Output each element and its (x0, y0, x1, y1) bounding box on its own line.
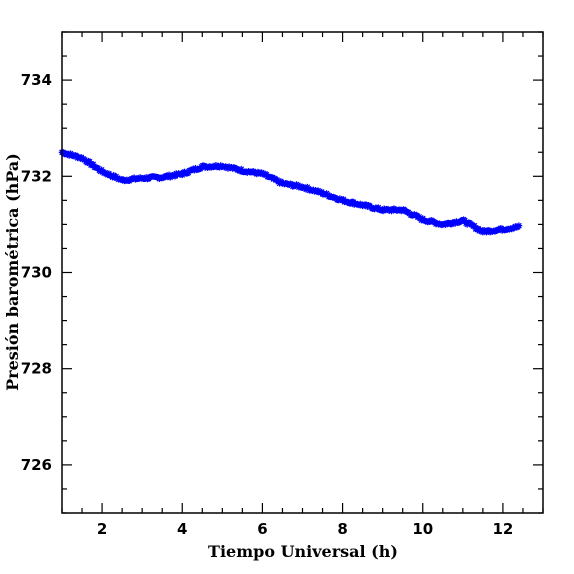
x-tick-label: 6 (257, 520, 267, 538)
y-tick-label: 730 (21, 264, 52, 282)
plot-frame (61, 31, 544, 514)
x-tick-label: 4 (177, 520, 187, 538)
data-markers (58, 149, 523, 236)
x-axis-label: Tiempo Universal (h) (208, 542, 398, 561)
x-tick-label: 2 (97, 520, 107, 538)
x-tick-label: 12 (492, 520, 513, 538)
y-tick-label: 726 (21, 456, 52, 474)
x-tick-labels: 2 4 6 8 10 12 (97, 520, 513, 538)
y-axis-label: Presión barométrica (hPa) (3, 153, 22, 391)
y-tick-label: 734 (21, 71, 52, 89)
axis-ticks (61, 31, 544, 514)
y-tick-label: 732 (21, 167, 52, 185)
y-tick-label: 728 (21, 360, 52, 378)
y-tick-labels: 726 728 730 732 734 (21, 71, 52, 474)
data-point (515, 222, 523, 229)
x-tick-label: 10 (412, 520, 433, 538)
x-tick-label: 8 (337, 520, 347, 538)
